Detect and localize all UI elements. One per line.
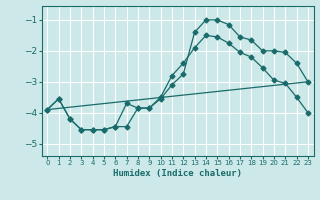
X-axis label: Humidex (Indice chaleur): Humidex (Indice chaleur): [113, 169, 242, 178]
